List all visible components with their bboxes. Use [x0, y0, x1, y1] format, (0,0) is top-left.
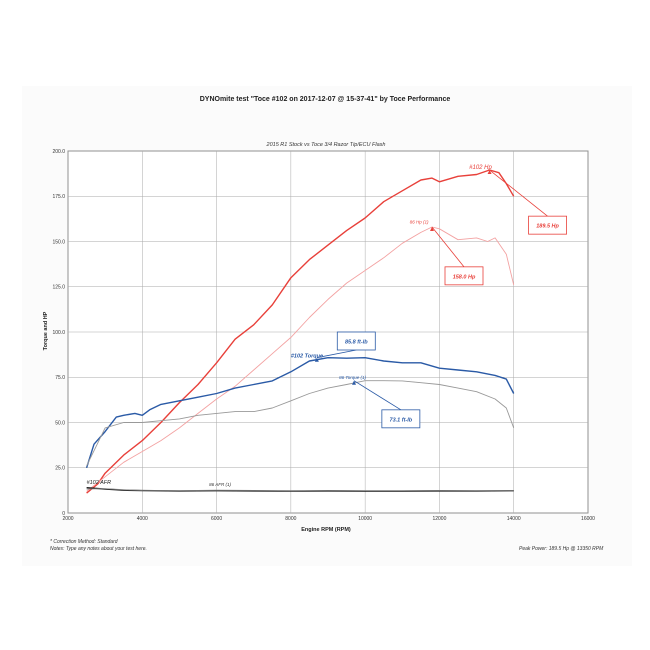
x-tick-label: 10000	[358, 516, 372, 522]
series-label: 86 Torque (1)	[339, 375, 366, 380]
callout-box	[381, 409, 421, 429]
callout-arrow	[487, 170, 492, 175]
x-tick-label: 6000	[211, 516, 222, 522]
series-label: #102 Hp	[469, 165, 492, 171]
series-label: 86 AFR (1)	[209, 482, 231, 487]
series-group	[85, 169, 515, 494]
chart-title: 2015 R1 Stock vs Toce 3/4 Razor Tip/ECU …	[266, 142, 386, 148]
series-line-5	[86, 488, 514, 492]
x-tick-label: 2000	[62, 516, 73, 522]
callout-arrow	[314, 357, 319, 362]
x-tick-label: 14000	[507, 516, 521, 522]
x-tick-label: 8000	[285, 516, 296, 522]
x-tick-label: 16000	[581, 516, 595, 522]
callout-leader	[316, 349, 357, 359]
y-axis-label: Torque and HP	[43, 311, 49, 350]
y-tick-label: 50.0	[55, 420, 65, 426]
correction-note: * Correction Method: Standard	[50, 539, 118, 545]
y-tick-label: 125.0	[52, 285, 65, 291]
x-axis-label: Engine RPM (RPM)	[301, 527, 351, 533]
callouts: 189.5 Hp 158.0 Hp 85.8 ft-lb 73.1 ft-lb	[314, 169, 567, 429]
x-tick-label: 4000	[137, 516, 148, 522]
callout-leader	[489, 169, 548, 217]
callout-box	[444, 266, 484, 286]
y-tick-label: 150.0	[52, 239, 65, 245]
y-tick-label: 200.0	[52, 149, 65, 155]
series-label: #102 AFR	[87, 480, 112, 486]
series-labels: #102 Hp 86 Hp (1) #102 Torque 86 Torque (1)…	[87, 165, 493, 487]
callout-box	[336, 331, 376, 351]
series-line-4	[86, 487, 514, 492]
series-label: #102 Torque	[291, 353, 323, 359]
y-tick-label: 25.0	[55, 466, 65, 472]
callout-box	[528, 215, 567, 235]
series-label: 86 Hp (1)	[410, 219, 429, 224]
callout-leader	[353, 380, 402, 411]
callout-label: 189.5 Hp	[536, 224, 559, 230]
notes-text: Notes: Type any notes about your test he…	[50, 546, 147, 552]
y-tick-label: 75.0	[55, 375, 65, 381]
series-line-2	[85, 357, 515, 469]
callout-arrow	[352, 380, 356, 385]
callout-arrow	[430, 227, 434, 232]
series-line-1	[86, 226, 515, 492]
y-tick-label: 175.0	[52, 194, 65, 200]
callout-leader	[431, 226, 465, 268]
x-tick-label: 12000	[432, 516, 446, 522]
y-tick-label: 100.0	[52, 330, 65, 336]
series-line-3	[86, 380, 515, 467]
page-title: DYNOmite test "Toce #102 on 2017-12-07 @…	[199, 96, 451, 103]
callout-label: 158.0 Hp	[453, 274, 476, 280]
callout-label: 85.8 ft-lb	[345, 340, 368, 346]
series-line-0	[86, 169, 515, 494]
peak-power-text: Peak Power: 189.5 Hp @ 13350 RPM	[519, 546, 604, 552]
callout-label: 73.1 ft-lb	[390, 417, 413, 423]
y-tick-label: 0	[62, 511, 65, 517]
